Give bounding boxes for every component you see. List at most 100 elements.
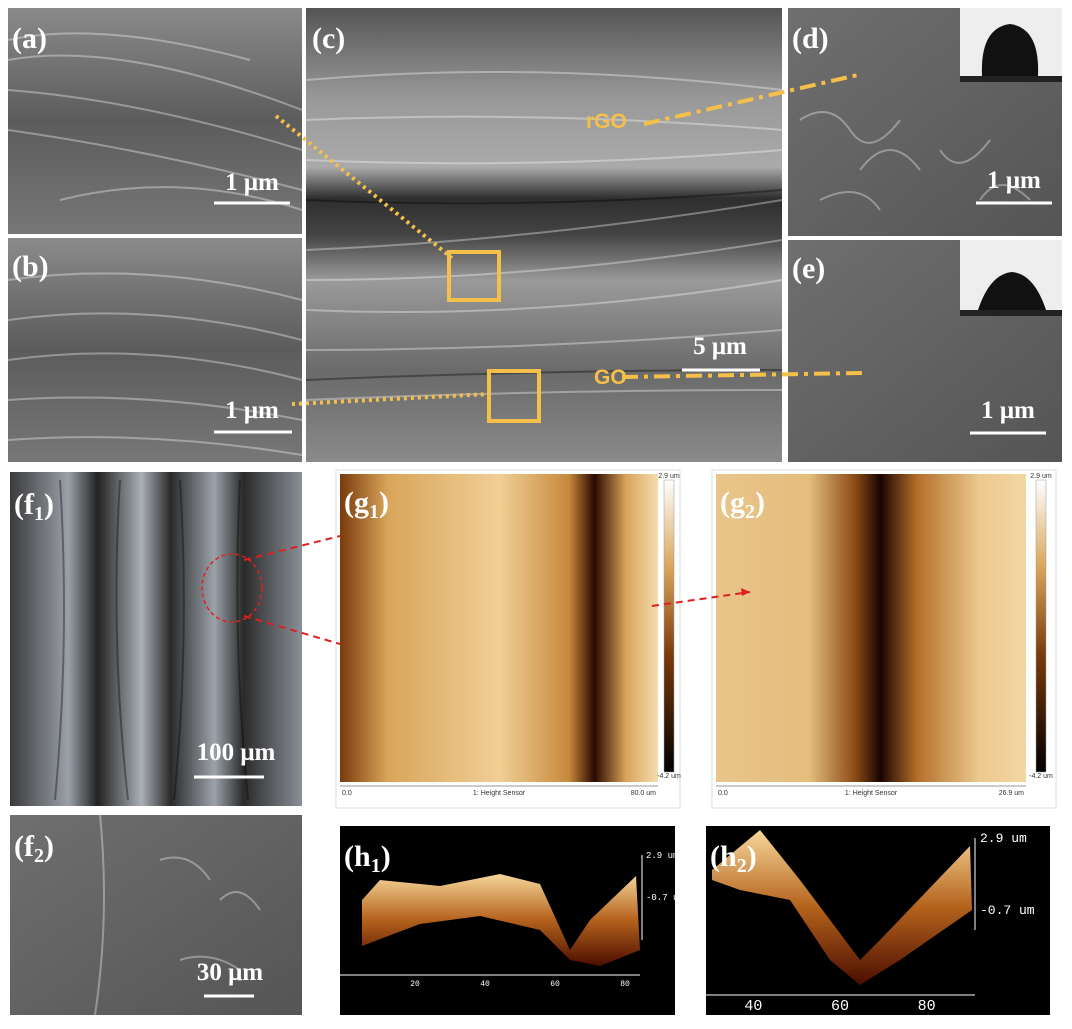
panel-label: (h2) [710,840,757,877]
dotted-connector [291,392,491,406]
x-tick-label: 20 [410,980,420,989]
surface [362,874,640,966]
scale-label: 5 μm [693,333,747,360]
panel-label: (f2) [14,830,54,867]
dash-dot-connector [621,371,863,379]
arrow-head [741,588,750,596]
label-text: ) [755,486,765,519]
sem-image [10,815,302,1015]
label-text: ) [379,486,389,519]
panel-label: (g1) [344,486,389,523]
optical-image [10,472,302,806]
x-tick-label: 80 [918,998,936,1015]
z-max: 2.9 um [980,831,1027,846]
x-tick-label: 60 [550,980,560,989]
panel-c: (c) rGO GO 5 μm [305,8,783,462]
axis-start: 0.0 [342,790,352,797]
label-sub: 1 [369,501,379,523]
panel-label: (d) [792,22,829,55]
red-connector [243,615,341,645]
afm-image [340,474,658,782]
panel-g1: 2.9 um -4.2 um 0.0 1: Height Sensor 80.0… [335,469,681,809]
scale-label: 1 μm [225,397,279,424]
droplet [981,24,1039,76]
afm-image [716,474,1026,782]
panel-g2: 2.9 um -4.2 um 0.0 1: Height Sensor 26.9… [711,469,1057,809]
panel-d: (d) 1 μm [788,8,1062,236]
red-connector [243,535,341,561]
panel-label: (e) [792,252,825,285]
label-text: (g [344,486,369,519]
annotation-rgo: rGO [586,110,627,133]
droplet-base [960,76,1062,82]
label-text: ) [44,830,54,863]
surface [712,830,972,985]
label-text: (f [14,488,35,521]
scale-label: 30 μm [197,959,263,986]
panel-f1: (f1) 100 μm [10,472,302,806]
scale-label: 100 μm [197,739,276,766]
colorbar [663,479,675,773]
x-tick-label: 40 [480,980,490,989]
x-tick-label: 60 [831,998,849,1015]
axis-end: 26.9 um [999,790,1024,797]
axis-start: 0.0 [718,790,728,797]
sem-image [8,238,302,462]
axis-end: 80.0 um [631,790,656,797]
colorbar-min: -4.2 um [657,773,681,780]
axis-title: 1: Height Sensor [845,790,898,797]
label-text: (h [710,840,737,873]
panel-b: (b) 1 μm [7,238,303,462]
label-text: (g [720,486,745,519]
colorbar-min: -4.2 um [1029,773,1053,780]
dash-dot-connector [643,72,863,126]
panel-label: (c) [312,22,345,55]
label-text: (h [344,840,371,873]
colorbar-max: 2.9 um [658,473,680,480]
panel-label: (g2) [720,486,765,523]
label-text: ) [747,840,757,873]
panel-label: (b) [12,250,49,283]
scale-label: 1 μm [225,169,279,196]
connectors [274,72,863,406]
panel-label: (h1) [344,840,391,877]
label-sub: 1 [34,503,44,525]
x-ticks: 20 40 60 80 [410,980,630,989]
annotation-go: GO [594,366,627,389]
label-sub: 2 [737,855,747,877]
colorbar [1035,479,1047,773]
z-max: 2.9 um [646,851,678,861]
label-text: ) [44,488,54,521]
droplet [978,272,1046,310]
panel-h2: 2.9 um -0.7 um 40 60 80 (h2) [706,826,1050,1015]
dotted-connector [274,114,454,260]
scale-label: 1 μm [981,397,1035,424]
x-ticks: 40 60 80 [744,998,935,1015]
axis-title: 1: Height Sensor [473,790,526,797]
sem-image [8,8,302,234]
colorbar-max: 2.9 um [1030,473,1052,480]
red-arrow [651,591,751,607]
x-tick-label: 80 [620,980,630,989]
label-text: (f [14,830,35,863]
scale-label: 1 μm [987,167,1041,194]
label-text: ) [381,840,391,873]
panel-a: (a) 1 μm [7,8,303,234]
panel-h1: 2.9 um -0.7 um 20 40 60 80 (h1) [340,826,684,1015]
droplet-base [960,310,1062,316]
sem-image [306,8,782,462]
z-mid: -0.7 um [980,903,1035,918]
highlight-circle [201,553,263,623]
panel-f2: (f2) 30 μm [10,814,302,1016]
zoom-box [447,250,501,302]
panel-label: (f1) [14,488,54,525]
label-sub: 2 [745,501,755,523]
x-tick-label: 40 [744,998,762,1015]
label-sub: 2 [34,845,44,867]
panel-label: (a) [12,22,47,55]
z-mid: -0.7 um [646,893,684,903]
label-sub: 1 [371,855,381,877]
panel-e: (e) 1 μm [788,240,1062,462]
